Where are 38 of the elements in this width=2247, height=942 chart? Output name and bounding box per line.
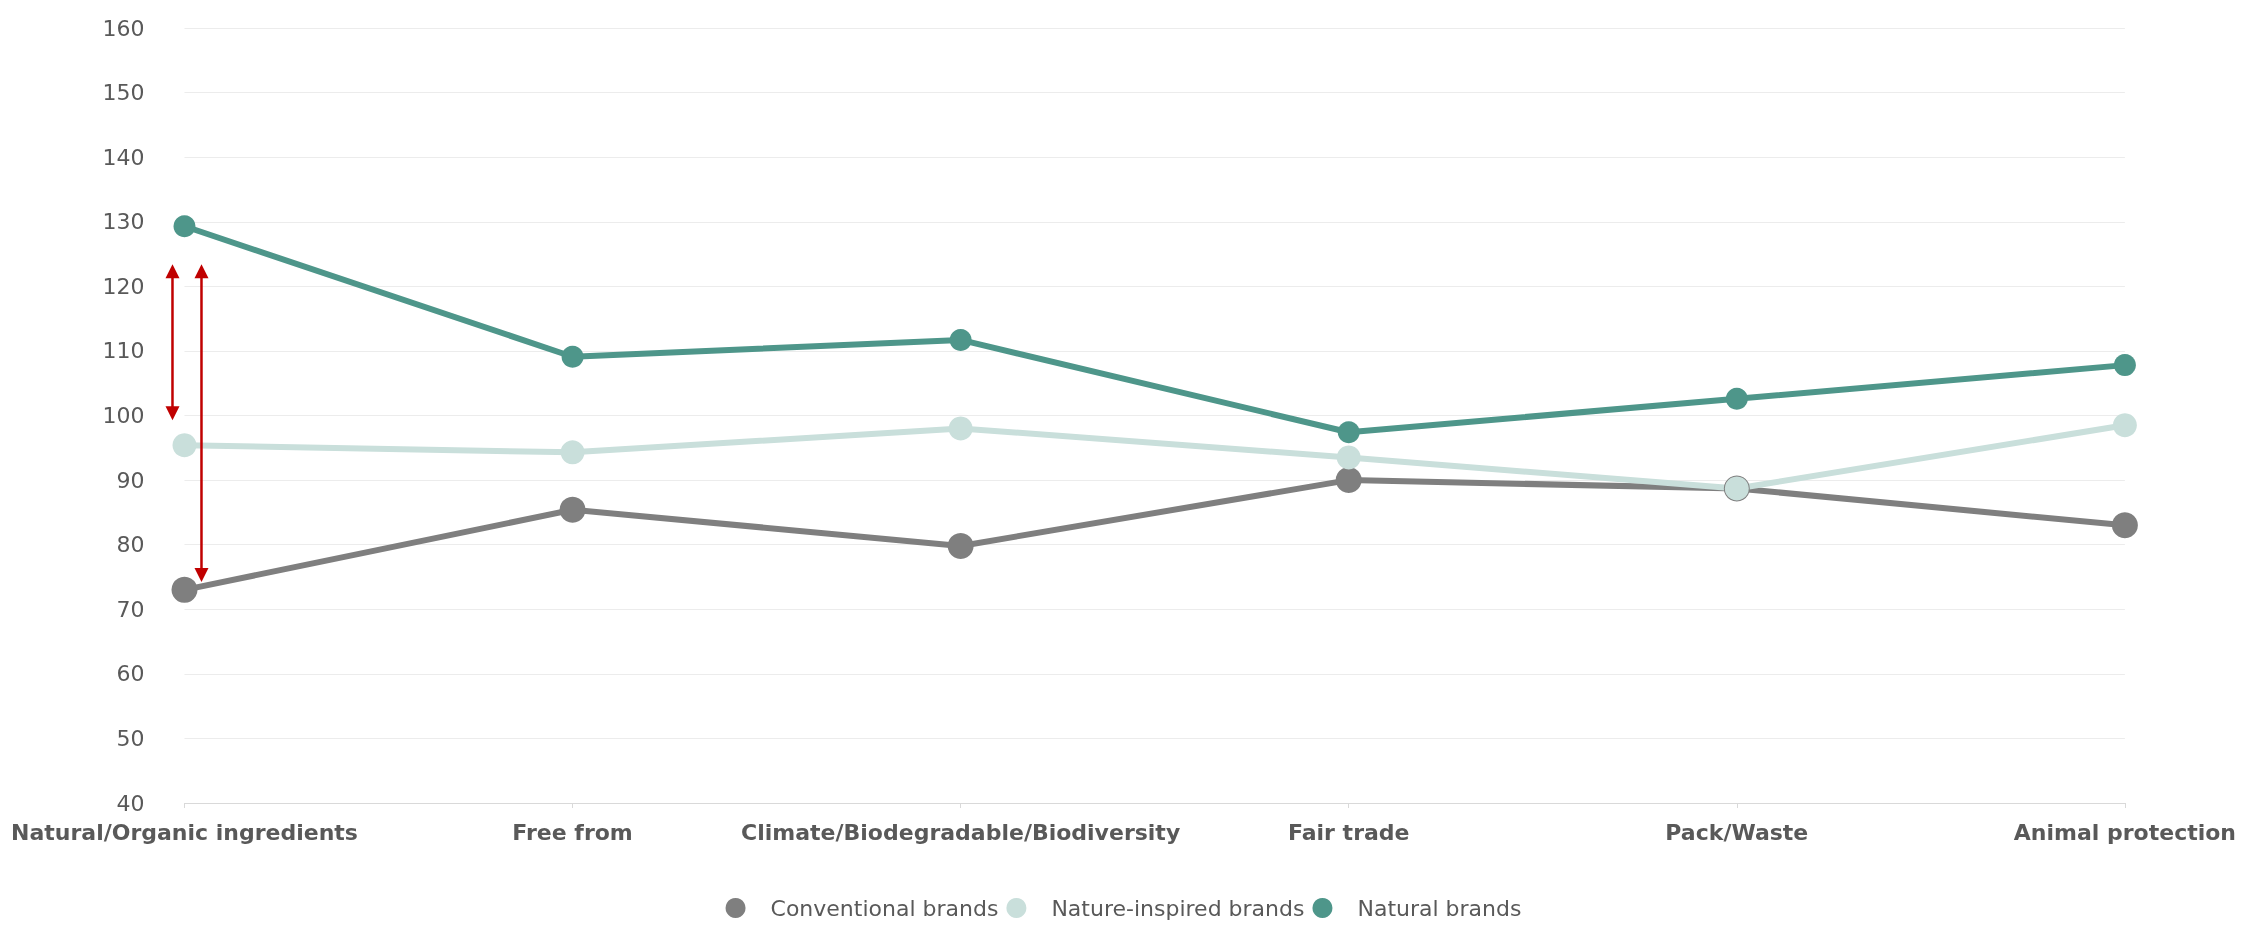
y-tick-label: 160: [102, 15, 145, 41]
legend-label: Nature-inspired brands: [1051, 895, 1305, 921]
y-tick-label: 90: [116, 467, 145, 493]
point: [2111, 512, 2138, 539]
point: [560, 440, 585, 465]
y-tick-label: 120: [102, 273, 145, 299]
y-tick-label: 140: [102, 144, 145, 170]
y-tick-label: 150: [102, 80, 145, 106]
x-tick-label: Pack/Waste: [1665, 819, 1809, 845]
point: [171, 576, 198, 603]
point: [561, 345, 584, 368]
x-tick-label: Climate/Biodegradable/Biodiversity: [741, 819, 1181, 845]
point: [948, 416, 973, 441]
point: [949, 328, 972, 351]
point: [559, 496, 586, 523]
y-tick-label: 60: [116, 661, 145, 687]
point: [2113, 354, 2136, 377]
y-tick-label: 80: [116, 532, 145, 558]
point: [1725, 387, 1748, 410]
y-tick-label: 40: [116, 790, 145, 816]
legend-label: Natural brands: [1357, 895, 1522, 921]
x-tick-label: Natural/Organic ingredients: [11, 819, 358, 845]
y-tick-label: 110: [102, 338, 145, 364]
x-tick-label: Fair trade: [1287, 819, 1410, 845]
y-tick-label: 50: [116, 725, 145, 751]
y-tick-label: 130: [102, 209, 145, 235]
x-tick-label: Animal protection: [2013, 819, 2237, 845]
point: [1337, 421, 1360, 444]
point: [947, 532, 974, 559]
y-tick-label: 70: [116, 596, 145, 622]
point: [2112, 413, 2137, 438]
x-tick-label: Free from: [512, 819, 633, 845]
legend-label: Conventional brands: [770, 895, 999, 921]
point: [172, 433, 197, 458]
point: [1336, 445, 1361, 470]
y-tick-label: 100: [102, 403, 145, 428]
point: [173, 215, 196, 238]
point: [1335, 467, 1362, 494]
